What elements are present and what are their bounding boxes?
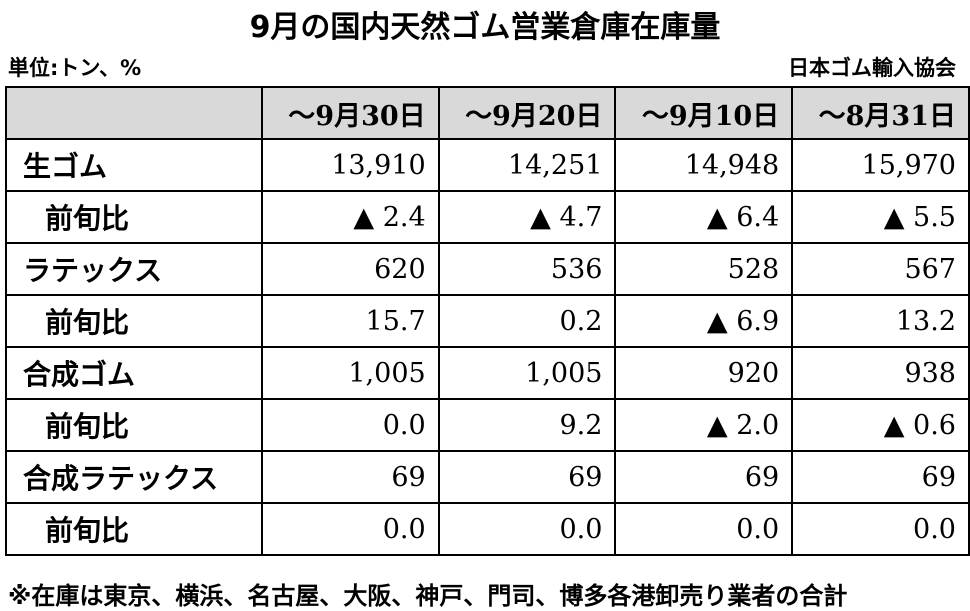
header-row: ～9月30日 ～9月20日 ～9月10日 ～8月31日 xyxy=(5,86,970,140)
row-label: 合成ラテックス xyxy=(5,450,263,504)
cell-value: ▲ 6.4 xyxy=(614,190,794,244)
corner-cell xyxy=(5,86,263,140)
table-row: 前旬比 ▲ 2.4 ▲ 4.7 ▲ 6.4 ▲ 5.5 xyxy=(5,190,970,244)
cell-value: 15.7 xyxy=(260,294,440,348)
cell-value: 13,910 xyxy=(260,138,440,192)
row-label: 前旬比 xyxy=(5,398,263,452)
cell-value: 938 xyxy=(791,346,970,400)
row-label: 合成ゴム xyxy=(5,346,263,400)
unit: 単位:トン、% xyxy=(8,56,142,80)
table-row: 前旬比 0.0 9.2 ▲ 2.0 ▲ 0.6 xyxy=(5,398,970,452)
cell-value: 0.0 xyxy=(791,502,970,556)
cell-value: 69 xyxy=(437,450,617,504)
table-row: 前旬比 15.7 0.2 ▲ 6.9 13.2 xyxy=(5,294,970,348)
column-header: ～9月20日 xyxy=(437,86,617,140)
cell-value: ▲ 0.6 xyxy=(791,398,970,452)
cell-value: 0.2 xyxy=(437,294,617,348)
cell-value: 69 xyxy=(260,450,440,504)
cell-value: 0.0 xyxy=(437,502,617,556)
cell-value: 13.2 xyxy=(791,294,970,348)
cell-value: 15,970 xyxy=(791,138,970,192)
cell-value: 1,005 xyxy=(260,346,440,400)
cell-value: ▲ 5.5 xyxy=(791,190,970,244)
row-label: 前旬比 xyxy=(5,190,263,244)
cell-value: 920 xyxy=(614,346,794,400)
column-header: ～9月30日 xyxy=(260,86,440,140)
title: 9月の国内天然ゴム営業倉庫在庫量 xyxy=(249,10,721,45)
cell-value: 536 xyxy=(437,242,617,296)
table-row: 合成ラテックス 69 69 69 69 xyxy=(5,450,970,504)
footnote: ※在庫は東京、横浜、名古屋、大阪、神戸、門司、博多各港卸売り業者の合計 xyxy=(8,582,848,610)
table-row: 合成ゴム 1,005 1,005 920 938 xyxy=(5,346,970,400)
cell-value: 14,948 xyxy=(614,138,794,192)
cell-value: ▲ 2.4 xyxy=(260,190,440,244)
row-label: 前旬比 xyxy=(5,294,263,348)
cell-value: 1,005 xyxy=(437,346,617,400)
cell-value: 0.0 xyxy=(614,502,794,556)
cell-value: ▲ 6.9 xyxy=(614,294,794,348)
table: ～9月30日 ～9月20日 ～9月10日 ～8月31日 生ゴム 13,910 14,251 1… xyxy=(5,86,970,556)
cell-value: ▲ 4.7 xyxy=(437,190,617,244)
column-header: ～9月10日 xyxy=(614,86,794,140)
cell-value: 0.0 xyxy=(260,398,440,452)
cell-value: 0.0 xyxy=(260,502,440,556)
cell-value: ▲ 2.0 xyxy=(614,398,794,452)
cell-value: 9.2 xyxy=(437,398,617,452)
cell-value: 528 xyxy=(614,242,794,296)
cell-value: 567 xyxy=(791,242,970,296)
cell-value: 620 xyxy=(260,242,440,296)
table-row: 前旬比 0.0 0.0 0.0 0.0 xyxy=(5,502,970,556)
cell-value: 69 xyxy=(791,450,970,504)
source: 日本ゴム輸入協会 xyxy=(788,56,956,80)
column-header: ～8月31日 xyxy=(791,86,970,140)
table-row: 生ゴム 13,910 14,251 14,948 15,970 xyxy=(5,138,970,192)
row-label: 前旬比 xyxy=(5,502,263,556)
table-row: ラテックス 620 536 528 567 xyxy=(5,242,970,296)
row-label: ラテックス xyxy=(5,242,263,296)
cell-value: 14,251 xyxy=(437,138,617,192)
cell-value: 69 xyxy=(614,450,794,504)
row-label: 生ゴム xyxy=(5,138,263,192)
